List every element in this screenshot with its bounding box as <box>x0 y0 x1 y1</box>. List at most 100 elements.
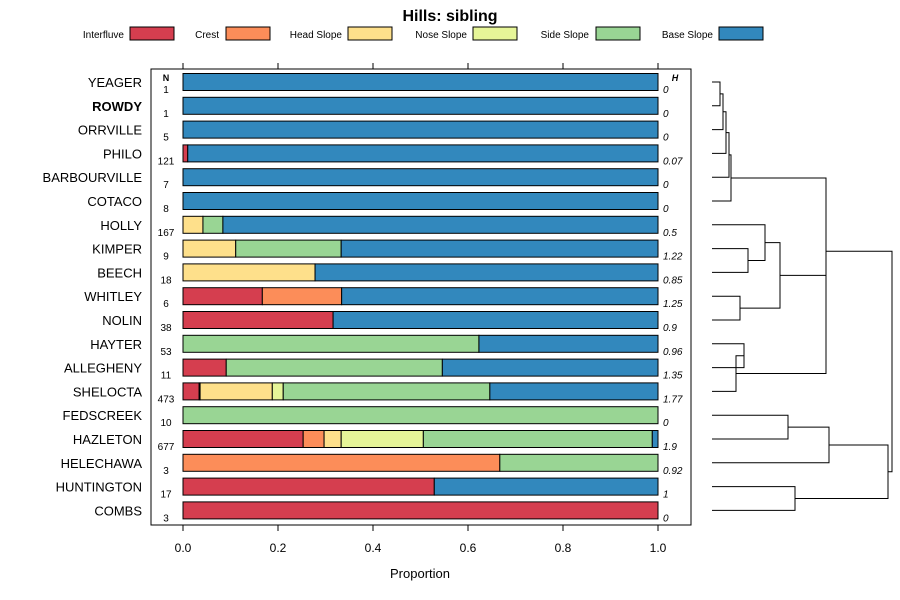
dendrogram-link <box>712 248 749 273</box>
legend-swatch <box>225 26 271 41</box>
legend-swatch <box>472 26 518 41</box>
bar-segment <box>182 406 659 425</box>
bar-segment <box>182 382 200 401</box>
plot-frame <box>150 68 692 526</box>
h-value: 0 <box>663 133 669 144</box>
dendrogram-link <box>712 154 732 202</box>
bar-segment <box>182 453 501 472</box>
bar-segment <box>182 215 204 234</box>
bar-segment <box>182 239 237 258</box>
bar-segment <box>499 453 659 472</box>
category-label: COMBS <box>94 503 142 518</box>
h-header: H <box>672 73 679 83</box>
legend-swatch <box>595 26 641 41</box>
category-label: HUNTINGTON <box>56 480 142 495</box>
h-value: 0.92 <box>663 466 683 477</box>
legend-swatch <box>129 26 175 41</box>
h-value: 1.25 <box>663 299 683 310</box>
h-value: 0.07 <box>663 156 683 167</box>
dendrogram <box>712 81 893 511</box>
n-value: 7 <box>163 180 169 191</box>
x-axis-label: Proportion <box>390 566 450 581</box>
bar-segment <box>261 287 343 306</box>
bar-segment <box>489 382 659 401</box>
h-value: 1.9 <box>663 442 677 453</box>
bar-segment <box>323 430 342 448</box>
h-value: 1.35 <box>663 371 683 382</box>
x-tick-label: 0.6 <box>460 541 477 555</box>
category-label: NOLIN <box>102 313 142 328</box>
category-label: ALLEGHENY <box>64 361 142 376</box>
bar-segment <box>182 263 316 282</box>
dendrogram-link <box>740 242 781 309</box>
bar-segment <box>182 430 304 448</box>
category-label: ORRVILLE <box>78 123 142 138</box>
h-value: 0.96 <box>663 347 683 358</box>
n-value: 121 <box>158 156 175 167</box>
h-value: 0 <box>663 180 669 191</box>
legend-label: Head Slope <box>290 30 343 41</box>
n-value: 3 <box>163 466 169 477</box>
category-label: HELECHAWA <box>61 456 143 471</box>
h-value: 0 <box>663 204 669 215</box>
legend: Interfluve Crest Head Slope Nose Slope Side … <box>83 26 764 41</box>
h-value: 0.9 <box>663 323 677 334</box>
h-value: 0.5 <box>663 228 677 239</box>
bar-segment <box>199 382 273 401</box>
dendrogram-link <box>712 295 741 321</box>
bar-segment <box>182 311 334 329</box>
n-value: 1 <box>163 109 169 120</box>
bar-segment <box>332 311 659 329</box>
bar-segment <box>651 430 659 448</box>
category-label: HOLLY <box>100 218 142 233</box>
h-value: 0.85 <box>663 275 683 286</box>
category-label: WHITLEY <box>84 289 142 304</box>
n-value: 10 <box>160 418 172 429</box>
n-value: 18 <box>160 275 172 286</box>
bar-segment <box>182 501 659 520</box>
bar-segment <box>202 215 224 234</box>
n-value: 53 <box>160 347 172 358</box>
n-value: 38 <box>160 323 172 334</box>
category-label: BEECH <box>97 265 142 280</box>
category-label: BARBOURVILLE <box>43 170 143 185</box>
bar-segment <box>182 287 263 306</box>
category-label: KIMPER <box>92 242 142 257</box>
bar-segment <box>271 382 284 401</box>
dendrogram-link <box>712 93 724 131</box>
legend-label: Side Slope <box>541 30 590 41</box>
bar-segment <box>182 73 659 91</box>
bar-segment <box>422 430 653 448</box>
h-value: 0 <box>663 85 669 96</box>
h-value: 0 <box>663 109 669 120</box>
bar-segment <box>340 239 659 258</box>
category-label: ROWDY <box>92 99 142 114</box>
h-value: 1.22 <box>663 252 683 263</box>
bar-segment <box>235 239 342 258</box>
category-label: PHILO <box>103 146 142 161</box>
dendrogram-link <box>826 250 893 473</box>
n-value: 11 <box>161 371 172 382</box>
dendrogram-link <box>712 111 727 154</box>
dendrogram-link <box>712 414 789 440</box>
bar-segment <box>182 334 480 353</box>
bar-segment <box>182 192 659 210</box>
bar-segment <box>302 430 325 448</box>
n-value: 17 <box>160 490 172 501</box>
h-value: 1 <box>663 490 669 501</box>
category-label: FEDSCREEK <box>63 408 143 423</box>
n-value: 6 <box>163 299 169 310</box>
bar-segment <box>341 287 659 306</box>
bar-segment <box>182 477 435 496</box>
x-tick-label: 1.0 <box>650 541 667 555</box>
bar-segment <box>340 430 424 448</box>
dendrogram-link <box>731 177 827 325</box>
x-tick-label: 0.0 <box>175 541 192 555</box>
n-header: N <box>163 73 170 83</box>
legend-label: Interfluve <box>83 30 125 41</box>
dendrogram-link <box>712 81 721 107</box>
legend-swatch <box>718 26 764 41</box>
x-tick-label: 0.2 <box>270 541 287 555</box>
